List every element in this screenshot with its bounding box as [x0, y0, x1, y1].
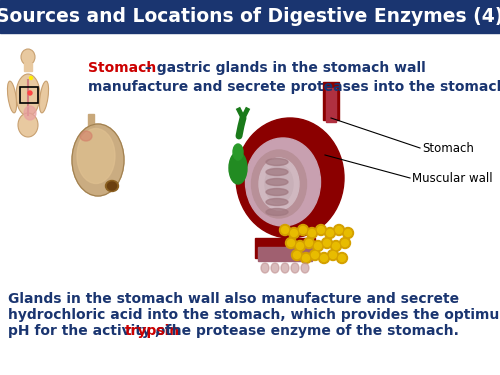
- Ellipse shape: [24, 106, 36, 120]
- Circle shape: [326, 230, 334, 237]
- Ellipse shape: [21, 49, 35, 65]
- Ellipse shape: [291, 263, 299, 273]
- Circle shape: [290, 230, 298, 237]
- Ellipse shape: [16, 74, 40, 116]
- Ellipse shape: [8, 81, 16, 113]
- Circle shape: [328, 249, 338, 261]
- Circle shape: [336, 252, 347, 264]
- Text: Muscular wall: Muscular wall: [412, 171, 492, 184]
- Ellipse shape: [236, 118, 344, 238]
- Circle shape: [330, 240, 342, 252]
- Circle shape: [342, 228, 353, 238]
- Ellipse shape: [233, 144, 243, 160]
- Circle shape: [338, 255, 345, 261]
- Circle shape: [318, 252, 330, 264]
- Text: – gastric glands in the stomach wall: – gastric glands in the stomach wall: [140, 61, 426, 75]
- Ellipse shape: [301, 263, 309, 273]
- Circle shape: [294, 252, 300, 258]
- Circle shape: [310, 249, 320, 261]
- Bar: [24, 63, 32, 71]
- Circle shape: [330, 252, 336, 258]
- Ellipse shape: [108, 182, 116, 190]
- Circle shape: [304, 237, 314, 249]
- Circle shape: [340, 237, 350, 249]
- Ellipse shape: [266, 189, 288, 195]
- Circle shape: [324, 228, 336, 238]
- Circle shape: [294, 240, 306, 252]
- Text: hydrochloric acid into the stomach, which provides the optimum: hydrochloric acid into the stomach, whic…: [8, 308, 500, 322]
- Ellipse shape: [229, 152, 247, 184]
- Ellipse shape: [18, 113, 38, 137]
- Circle shape: [282, 226, 288, 234]
- Circle shape: [292, 249, 302, 261]
- Ellipse shape: [266, 168, 288, 176]
- Bar: [258, 247, 312, 261]
- Circle shape: [312, 252, 318, 258]
- Bar: [255, 238, 315, 258]
- Circle shape: [298, 225, 308, 236]
- Bar: [323, 82, 339, 120]
- Ellipse shape: [281, 263, 289, 273]
- Bar: [88, 114, 94, 126]
- Bar: [0, 0, 500, 33]
- Ellipse shape: [246, 138, 320, 226]
- Circle shape: [334, 225, 344, 236]
- Ellipse shape: [40, 81, 48, 113]
- Ellipse shape: [72, 124, 124, 196]
- Circle shape: [288, 240, 294, 246]
- Circle shape: [296, 243, 304, 249]
- Ellipse shape: [259, 158, 299, 210]
- Circle shape: [324, 240, 330, 246]
- Text: Glands in the stomach wall also manufacture and secrete: Glands in the stomach wall also manufact…: [8, 292, 459, 306]
- Text: Sources and Locations of Digestive Enzymes (4): Sources and Locations of Digestive Enzym…: [0, 7, 500, 26]
- Text: trypsin: trypsin: [125, 324, 180, 338]
- Ellipse shape: [28, 91, 32, 95]
- Ellipse shape: [80, 131, 92, 141]
- Ellipse shape: [266, 209, 288, 216]
- Circle shape: [322, 237, 332, 249]
- Circle shape: [300, 226, 306, 234]
- Text: Stomach: Stomach: [88, 61, 156, 75]
- Circle shape: [332, 243, 340, 249]
- Ellipse shape: [266, 198, 288, 206]
- Text: Stomach: Stomach: [422, 141, 474, 154]
- Circle shape: [342, 240, 348, 246]
- Circle shape: [316, 225, 326, 236]
- Circle shape: [286, 237, 296, 249]
- Bar: [20, 87, 38, 103]
- Circle shape: [280, 225, 290, 236]
- Ellipse shape: [261, 263, 269, 273]
- Ellipse shape: [252, 150, 306, 218]
- Text: , the protease enzyme of the stomach.: , the protease enzyme of the stomach.: [155, 324, 459, 338]
- Bar: [326, 88, 336, 122]
- Circle shape: [312, 240, 324, 252]
- Circle shape: [300, 252, 312, 264]
- Circle shape: [302, 255, 310, 261]
- Circle shape: [318, 226, 324, 234]
- Ellipse shape: [30, 76, 32, 80]
- Text: manufacture and secrete proteases into the stomach.: manufacture and secrete proteases into t…: [88, 80, 500, 94]
- Ellipse shape: [106, 180, 118, 192]
- Ellipse shape: [265, 165, 293, 203]
- Circle shape: [288, 228, 300, 238]
- Circle shape: [306, 228, 318, 238]
- Circle shape: [344, 230, 352, 237]
- Circle shape: [314, 243, 322, 249]
- Circle shape: [308, 230, 316, 237]
- Circle shape: [320, 255, 328, 261]
- Circle shape: [336, 226, 342, 234]
- Circle shape: [306, 240, 312, 246]
- Ellipse shape: [77, 129, 115, 183]
- Ellipse shape: [271, 263, 279, 273]
- Ellipse shape: [266, 178, 288, 186]
- Text: pH for the activity of: pH for the activity of: [8, 324, 176, 338]
- Ellipse shape: [266, 159, 288, 165]
